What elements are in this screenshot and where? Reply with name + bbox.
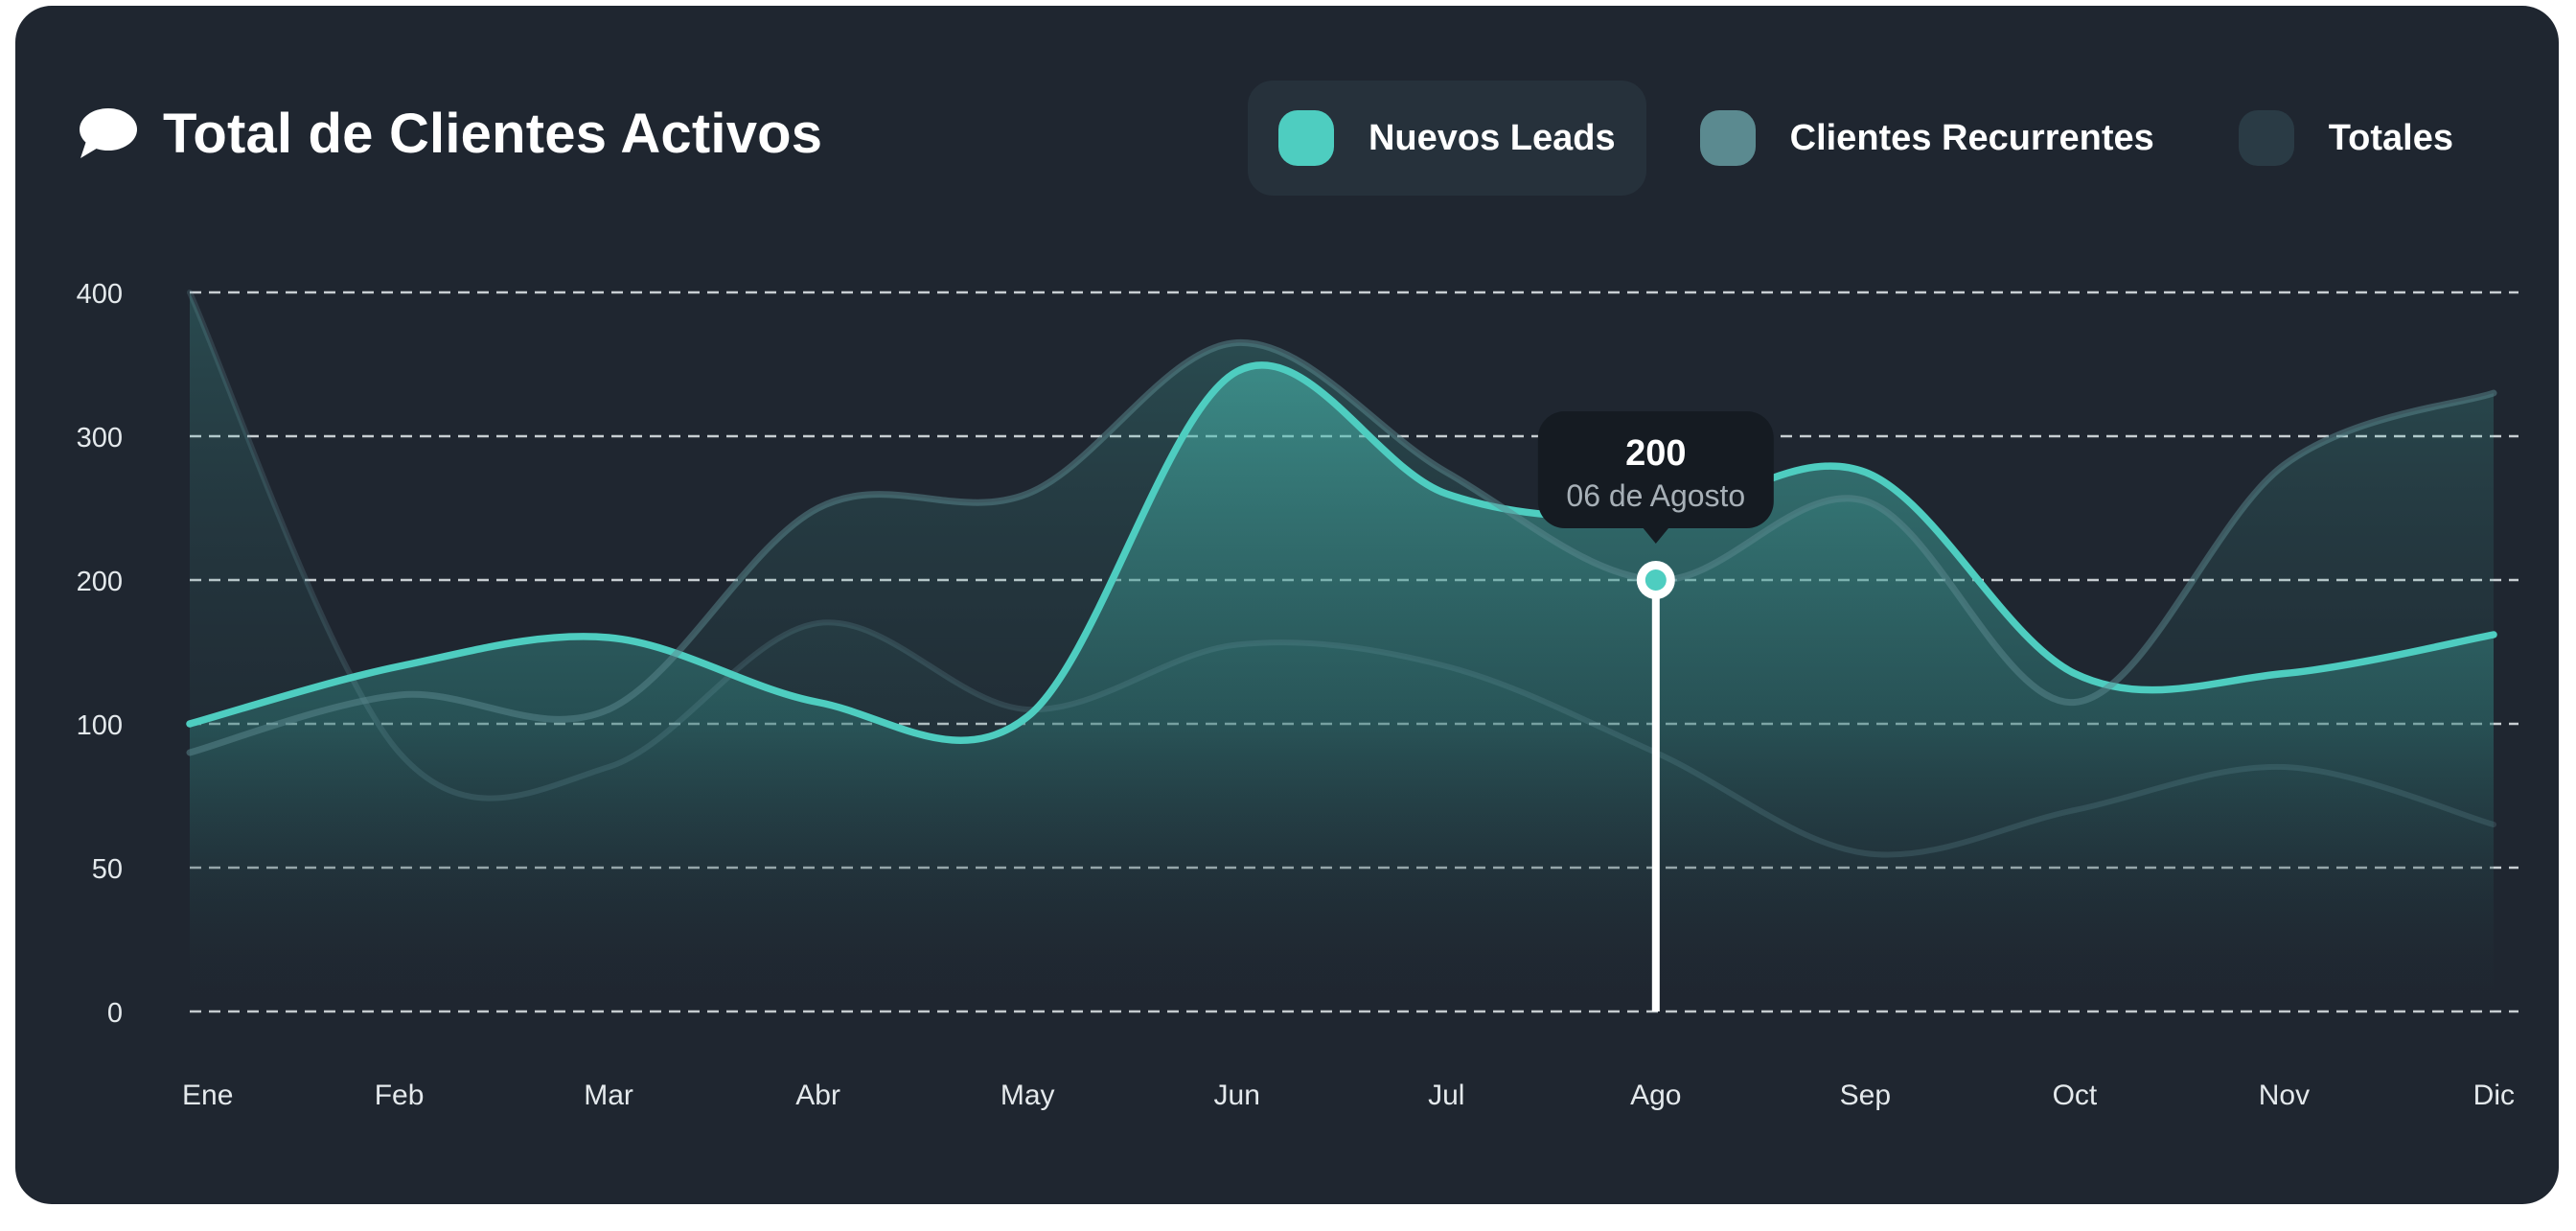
- legend-item-totales[interactable]: Totales: [2208, 81, 2484, 196]
- tooltip-date: 06 de Agosto: [1566, 478, 1745, 513]
- x-tick-label: Ago: [1630, 1080, 1681, 1111]
- data-point: [2491, 632, 2496, 638]
- header: Total de Clientes Activos: [77, 102, 822, 166]
- data-point: [1862, 470, 1868, 476]
- x-tick-label: Feb: [375, 1080, 425, 1111]
- y-tick-label: 0: [107, 998, 123, 1029]
- data-point: [1024, 491, 1030, 497]
- data-point: [606, 707, 611, 712]
- data-point: [1234, 369, 1240, 375]
- data-point: [606, 635, 611, 640]
- data-point: [2072, 807, 2078, 813]
- tooltip-box: [1537, 411, 1774, 528]
- data-point: [2491, 822, 2496, 827]
- data-point: [1234, 642, 1240, 648]
- data-point: [397, 692, 402, 698]
- chart-title: Total de Clientes Activos: [163, 103, 823, 165]
- x-tick-label: Sep: [1840, 1080, 1891, 1111]
- y-tick-label: 100: [77, 710, 123, 741]
- legend-swatch: [1699, 110, 1756, 166]
- x-tick-label: Jul: [1428, 1080, 1464, 1111]
- legend-item-clientes-recurrentes[interactable]: Clientes Recurrentes: [1669, 81, 2185, 196]
- data-point: [2072, 671, 2078, 677]
- series-area: [190, 342, 2494, 1012]
- x-tick-label: Ene: [182, 1080, 233, 1111]
- tooltip-value: 200: [1625, 433, 1686, 474]
- data-point: [187, 290, 193, 295]
- data-point: [2491, 390, 2496, 396]
- x-tick-label: May: [1000, 1080, 1055, 1111]
- data-point: [1862, 499, 1868, 504]
- y-tick-label: 50: [92, 854, 123, 885]
- data-point: [2281, 671, 2287, 677]
- chart-legend: Nuevos Leads Clientes Recurrentes Totale…: [1247, 81, 2484, 196]
- chat-bubble-icon: [80, 107, 137, 158]
- tooltip-pointer: [1642, 527, 1669, 544]
- x-tick-label: Abr: [795, 1080, 840, 1111]
- data-point: [1443, 470, 1449, 476]
- legend-label: Totales: [2328, 117, 2453, 158]
- legend-label: Nuevos Leads: [1368, 117, 1616, 158]
- y-tick-label: 300: [77, 423, 123, 453]
- legend-swatch: [1277, 110, 1334, 166]
- data-point: [816, 505, 821, 511]
- data-point: [187, 721, 193, 727]
- x-tick-label: Jun: [1214, 1080, 1260, 1111]
- chart-card: Total de Clientes Activos Nuevos Leads C…: [15, 6, 2559, 1204]
- series-line: [186, 338, 2497, 756]
- data-point: [397, 663, 402, 669]
- y-tick-label: 400: [77, 279, 123, 310]
- data-point: [816, 620, 821, 626]
- x-tick-label: Nov: [2259, 1080, 2310, 1111]
- data-point: [2281, 764, 2287, 770]
- data-point: [1443, 491, 1449, 497]
- x-tick-label: Dic: [2473, 1080, 2515, 1111]
- data-point: [816, 700, 821, 706]
- data-point: [1862, 850, 1868, 856]
- legend-item-nuevos-leads[interactable]: Nuevos Leads: [1247, 81, 1646, 196]
- data-point: [397, 750, 402, 755]
- legend-label: Clientes Recurrentes: [1789, 117, 2154, 158]
- y-tick-label: 200: [77, 567, 123, 597]
- series-line: [186, 361, 2497, 744]
- series-line: [187, 290, 2496, 858]
- data-point: [187, 750, 193, 755]
- data-point: [1234, 340, 1240, 346]
- line-chart[interactable]: 0 50 100 200 300 400 Ene Feb Mar Abr May Jun Jul Ago S…: [15, 6, 2559, 1204]
- data-point: [2072, 700, 2078, 706]
- data-point: [2281, 462, 2287, 468]
- x-tick-label: Oct: [2053, 1080, 2098, 1111]
- data-point: [606, 764, 611, 770]
- x-tick-label: Mar: [584, 1080, 633, 1111]
- highlight-dot: [1644, 569, 1667, 591]
- data-point: [1024, 714, 1030, 720]
- data-point: [1443, 663, 1449, 669]
- legend-swatch: [2238, 110, 2294, 166]
